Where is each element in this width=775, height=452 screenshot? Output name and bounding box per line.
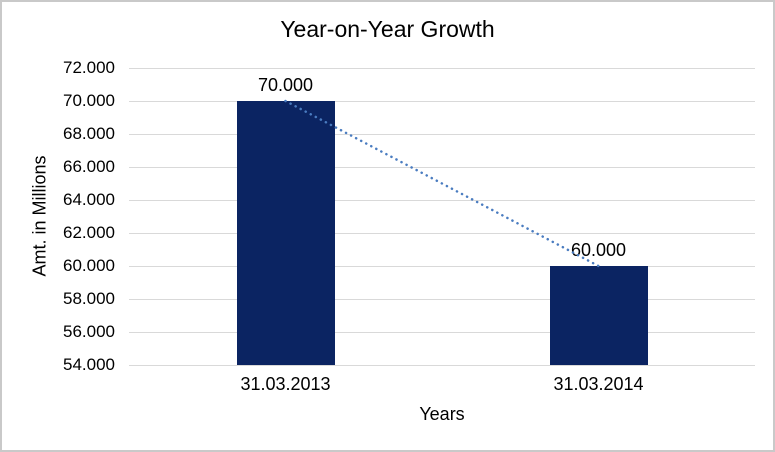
bar-31.03.2013: [236, 101, 335, 365]
gridline: [129, 233, 755, 234]
bar-value-label: 60.000: [570, 240, 627, 260]
x-tick-label: 31.03.2013: [240, 374, 331, 394]
y-tick-label: 56.000: [63, 322, 115, 341]
x-tick-label: 31.03.2014: [553, 374, 644, 394]
gridline: [129, 200, 755, 201]
y-tick-label: 62.000: [63, 223, 115, 242]
y-tick-label: 70.000: [63, 91, 115, 110]
gridline: [129, 68, 755, 69]
y-tick-label: 66.000: [63, 157, 115, 176]
gridline: [129, 365, 755, 366]
x-axis-title: Years: [419, 404, 465, 424]
y-tick-label: 54.000: [63, 355, 115, 374]
y-tick-label: 60.000: [63, 256, 115, 275]
gridline: [129, 299, 755, 300]
gridline: [129, 134, 755, 135]
y-tick-label: 68.000: [63, 124, 115, 143]
gridline: [129, 167, 755, 168]
gridline: [129, 332, 755, 333]
chart-title: Year-on-Year Growth: [280, 16, 495, 42]
y-tick-label: 64.000: [63, 190, 115, 209]
bar-value-label: 70.000: [257, 75, 314, 95]
plot-area: [129, 68, 755, 366]
gridline: [129, 266, 755, 267]
y-tick-label: 72.000: [63, 58, 115, 77]
gridline: [129, 101, 755, 102]
y-tick-label: 58.000: [63, 289, 115, 308]
bar-31.03.2014: [549, 266, 648, 365]
